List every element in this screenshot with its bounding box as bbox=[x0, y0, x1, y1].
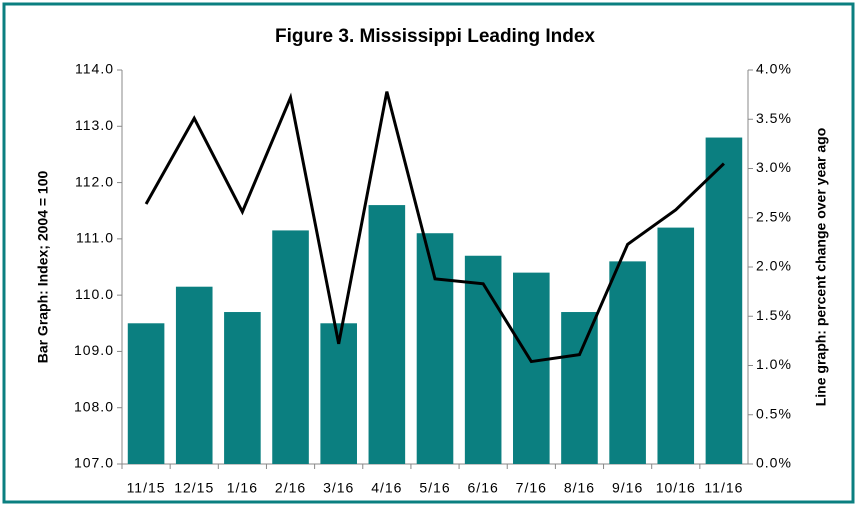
y-tick-label: 114.0 bbox=[75, 61, 114, 77]
y2-tick-label: 1.5% bbox=[756, 307, 792, 323]
y2-axis-title: Line graph: percent change over year ago bbox=[813, 128, 829, 407]
x-tick-label: 1/16 bbox=[227, 480, 258, 496]
bar bbox=[513, 272, 550, 464]
y2-tick-label: 0.0% bbox=[756, 455, 792, 471]
y2-tick-label: 1.0% bbox=[756, 356, 792, 372]
y2-tick-label: 4.0% bbox=[756, 61, 792, 77]
y2-tick-label: 3.5% bbox=[756, 110, 792, 126]
x-tick-label: 11/15 bbox=[127, 480, 166, 496]
x-tick-label: 8/16 bbox=[564, 480, 595, 496]
line bbox=[144, 91, 725, 364]
x-tick-label: 4/16 bbox=[371, 480, 402, 496]
y-tick-label: 112.0 bbox=[75, 173, 114, 189]
y2-tick-label: 2.0% bbox=[756, 258, 792, 274]
x-tick-label: 10/16 bbox=[656, 480, 696, 496]
y-tick-label: 111.0 bbox=[76, 230, 114, 246]
y2-tick-label: 2.5% bbox=[756, 208, 792, 224]
x-tick-label: 5/16 bbox=[419, 480, 450, 496]
bar bbox=[272, 230, 309, 464]
bar bbox=[416, 233, 454, 464]
y2-tick-label: 0.5% bbox=[756, 405, 792, 421]
bar bbox=[127, 323, 165, 464]
y-tick-label: 110.0 bbox=[75, 286, 114, 302]
bar bbox=[609, 261, 646, 464]
x-tick-label: 11/16 bbox=[704, 480, 743, 496]
y-tick-label: 109.0 bbox=[74, 342, 114, 358]
x-tick-label: 12/15 bbox=[174, 480, 214, 496]
bar bbox=[705, 137, 743, 465]
chart-title: Figure 3. Mississippi Leading Index bbox=[275, 26, 595, 47]
x-tick-label: 3/16 bbox=[323, 480, 354, 496]
x-tick-label: 9/16 bbox=[612, 480, 643, 496]
y-tick-label: 108.0 bbox=[74, 398, 114, 414]
bar bbox=[368, 205, 406, 465]
y2-tick-label: 3.0% bbox=[756, 159, 792, 175]
bar bbox=[320, 323, 357, 464]
y-axis-title: Bar Graph: Index; 2004 = 100 bbox=[35, 170, 51, 363]
x-tick-label: 7/16 bbox=[516, 480, 547, 496]
bar bbox=[464, 255, 502, 464]
x-tick-label: 2/16 bbox=[275, 480, 306, 496]
y-tick-label: 107.0 bbox=[74, 455, 114, 471]
y-tick-label: 113.0 bbox=[75, 117, 114, 133]
bar bbox=[175, 286, 213, 464]
x-tick-label: 6/16 bbox=[468, 480, 499, 496]
bar bbox=[561, 312, 598, 464]
bar bbox=[224, 312, 261, 464]
bar bbox=[657, 227, 695, 464]
